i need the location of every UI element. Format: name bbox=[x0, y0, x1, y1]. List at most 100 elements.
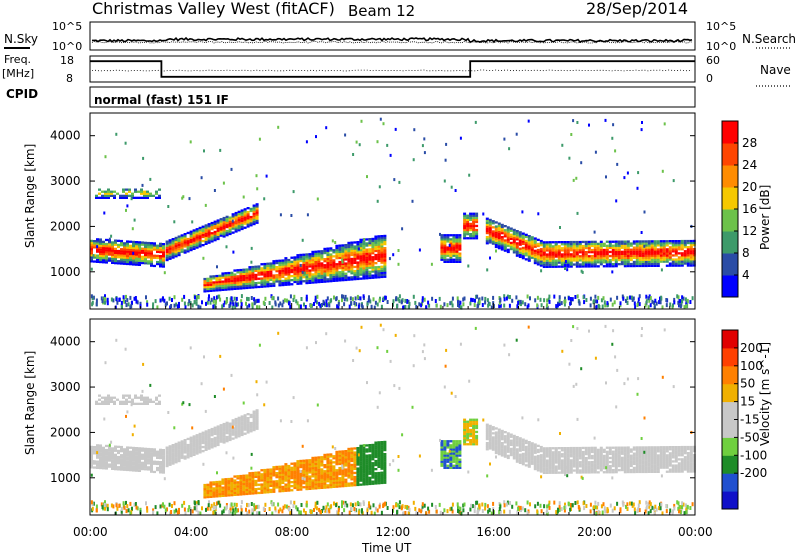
velocity-cell bbox=[521, 456, 525, 460]
power-speck bbox=[330, 298, 333, 303]
power-cell bbox=[575, 259, 579, 262]
power-cell bbox=[240, 215, 244, 218]
power-cell bbox=[524, 233, 528, 236]
velocity-cell bbox=[311, 460, 315, 464]
power-cell bbox=[296, 258, 300, 261]
velocity-cell bbox=[320, 456, 324, 459]
power-cell bbox=[90, 260, 93, 263]
power-cell bbox=[230, 279, 234, 283]
power-cell bbox=[165, 252, 169, 255]
velocity-cell bbox=[257, 483, 261, 486]
power-cell bbox=[362, 250, 366, 254]
power-cell bbox=[224, 288, 228, 291]
power-cell bbox=[186, 237, 190, 241]
power-cell bbox=[338, 260, 342, 264]
power-speck bbox=[570, 133, 573, 136]
velocity-cell bbox=[584, 457, 588, 460]
power-cell bbox=[195, 242, 199, 245]
velocity-cell bbox=[485, 433, 489, 437]
power-cell bbox=[119, 194, 122, 197]
power-cell bbox=[368, 274, 372, 278]
power-cell bbox=[237, 210, 241, 213]
power-speck bbox=[445, 142, 448, 146]
velocity-cell bbox=[308, 477, 312, 480]
power-cell bbox=[365, 254, 369, 257]
power-cell bbox=[587, 265, 591, 268]
power-cell bbox=[668, 246, 672, 249]
power-cell bbox=[683, 252, 687, 255]
power-cell bbox=[332, 261, 336, 264]
noise-panel-frame bbox=[89, 21, 696, 51]
ytick-label: 4000 bbox=[50, 129, 81, 143]
freq-label-2: [MHz] bbox=[2, 67, 34, 80]
power-cell bbox=[165, 248, 169, 251]
velocity-cell bbox=[560, 459, 564, 462]
power-cell bbox=[338, 264, 342, 268]
power-cell bbox=[183, 235, 187, 238]
velocity-cell bbox=[93, 452, 96, 455]
velocity-cell bbox=[557, 447, 561, 450]
power-speck bbox=[292, 298, 295, 302]
velocity-cell bbox=[581, 461, 585, 464]
power-cell bbox=[317, 256, 321, 259]
velocity-cell bbox=[500, 444, 504, 447]
velocity-cell bbox=[590, 471, 594, 474]
power-cell bbox=[581, 251, 585, 254]
power-speck bbox=[277, 296, 280, 301]
power-cell bbox=[287, 271, 291, 274]
velocity-cell bbox=[159, 448, 162, 451]
power-cell bbox=[647, 258, 651, 261]
power-cell bbox=[195, 236, 199, 239]
power-cell bbox=[575, 263, 579, 266]
velocity-cell bbox=[204, 430, 208, 433]
power-cell bbox=[458, 238, 462, 241]
power-cell bbox=[503, 243, 507, 246]
power-cell bbox=[243, 222, 247, 225]
velocity-cell bbox=[186, 437, 190, 441]
power-cell bbox=[635, 244, 639, 247]
velocity-cell bbox=[551, 471, 555, 474]
velocity-cell bbox=[302, 471, 306, 475]
power-cell bbox=[362, 246, 366, 249]
velocity-cell bbox=[168, 445, 172, 448]
power-cell bbox=[201, 229, 205, 232]
velocity-cell bbox=[272, 484, 276, 487]
power-cell bbox=[350, 270, 354, 273]
power-cell bbox=[656, 260, 660, 263]
power-cell bbox=[560, 259, 564, 262]
ytick-label: 3000 bbox=[50, 174, 81, 188]
power-cell bbox=[647, 260, 651, 263]
velocity-cell bbox=[305, 467, 309, 470]
power-cell bbox=[263, 283, 267, 286]
velocity-cell bbox=[503, 445, 507, 448]
velocity-cell bbox=[222, 439, 226, 442]
power-cell bbox=[680, 258, 684, 261]
power-cell bbox=[665, 264, 669, 267]
velocity-cell bbox=[111, 449, 114, 452]
power-cell bbox=[287, 273, 291, 276]
power-speck bbox=[210, 297, 213, 302]
velocity-cell bbox=[147, 462, 150, 465]
power-cell bbox=[371, 252, 375, 255]
power-cell bbox=[240, 227, 244, 231]
velocity-cell bbox=[371, 456, 375, 459]
power-speck bbox=[188, 197, 191, 201]
velocity-cell bbox=[287, 485, 291, 488]
power-speck bbox=[353, 301, 356, 305]
power-cell bbox=[680, 242, 684, 245]
cpid-label: CPID bbox=[6, 87, 38, 101]
power-speck bbox=[582, 295, 585, 300]
power-cell bbox=[665, 250, 669, 253]
power-cell bbox=[353, 276, 357, 279]
power-cell bbox=[551, 247, 555, 250]
power-speck bbox=[498, 304, 501, 309]
power-cell bbox=[353, 265, 357, 269]
power-cell bbox=[578, 249, 582, 252]
velocity-cell bbox=[371, 476, 375, 479]
velocity-cell bbox=[99, 464, 102, 468]
power-cell bbox=[290, 275, 294, 278]
power-cell bbox=[329, 261, 333, 264]
power-speck bbox=[435, 303, 438, 308]
power-cell bbox=[605, 248, 609, 252]
